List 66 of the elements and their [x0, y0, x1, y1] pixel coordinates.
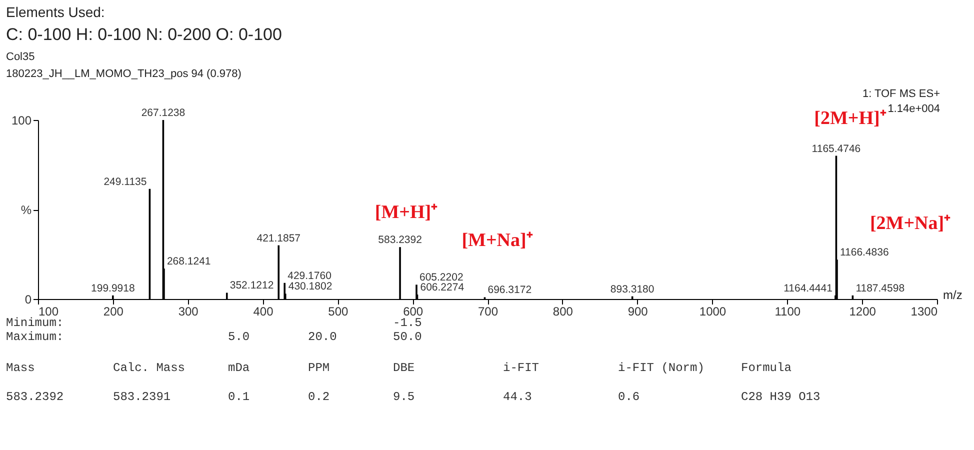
text: i-FIT (Norm)	[618, 361, 704, 375]
text: 9.5	[393, 390, 415, 404]
chart-title: Elements Used:	[6, 4, 105, 20]
x-tick-label: 100	[38, 304, 59, 318]
text: 583.2391	[113, 390, 171, 404]
annotation: 893.3180	[610, 283, 654, 296]
x-tick-label: 700	[478, 304, 498, 318]
text: 0.2	[308, 390, 330, 404]
chart-subtitle: C: 0-100 H: 0-100 N: 0-200 O: 0-100	[6, 25, 282, 44]
text: DBE	[393, 361, 415, 375]
text: Mass	[6, 361, 35, 375]
annotation: 429.1760	[288, 270, 332, 282]
text: i-FIT	[503, 361, 540, 375]
text: 1: TOF MS ES+	[862, 88, 940, 100]
annotation: [2M+Na]⁺	[870, 213, 952, 234]
text: 583.2392	[6, 390, 64, 404]
x-tick-label: 600	[403, 304, 424, 318]
annotation: [M+Na]⁺	[462, 230, 534, 251]
annotation: 267.1238	[141, 107, 186, 119]
text: C28 H39 O13	[741, 390, 820, 404]
annotation: 268.1241	[166, 256, 211, 268]
text: 5.0	[228, 330, 250, 344]
annotation: 1187.4598	[856, 282, 905, 294]
text: Minimum:	[6, 316, 64, 330]
y-tick-label: 100	[11, 114, 32, 128]
text: 44.3	[503, 390, 532, 404]
x-tick-label: 500	[328, 304, 348, 318]
annotation: [M+H]⁺	[374, 202, 438, 223]
text: 20.0	[308, 330, 337, 344]
annotation: 696.3172	[488, 284, 532, 296]
x-axis-title: m/z	[943, 288, 962, 302]
text: mDa	[228, 361, 250, 375]
x-tick-label: 1200	[849, 304, 876, 318]
text: Calc. Mass	[113, 361, 186, 375]
annotation: 430.1802	[288, 280, 332, 293]
annotation: 199.9918	[91, 282, 135, 294]
annotation: 1164.4441	[784, 282, 833, 294]
annotation: 1166.4836	[840, 246, 889, 259]
x-tick-label: 900	[628, 304, 648, 318]
text: PPM	[308, 361, 330, 375]
text: 180223_JH__LM_MOMO_TH23_pos 94 (0.978)	[6, 68, 242, 80]
annotation: [2M+H]⁺	[814, 108, 887, 129]
x-tick-label: 400	[253, 304, 274, 318]
annotation: 583.2392	[378, 234, 422, 246]
x-tick-label: 200	[103, 304, 124, 318]
annotation: 606.2274	[420, 282, 464, 294]
text: 1.14e+004	[888, 103, 940, 115]
y-tick-label: 0	[24, 292, 32, 306]
annotation: 352.1212	[230, 280, 274, 292]
text: 0.1	[228, 390, 250, 404]
text: Col35	[6, 51, 35, 63]
text: Formula	[741, 361, 792, 375]
x-tick-label: 1000	[699, 304, 726, 318]
text: Maximum:	[6, 330, 64, 344]
text: -1.5	[393, 316, 422, 330]
y-tick-label: %	[20, 203, 32, 217]
text: 50.0	[393, 330, 422, 344]
annotation: 421.1857	[256, 232, 301, 244]
x-tick-label: 1100	[774, 304, 801, 318]
x-tick-label: 800	[552, 304, 574, 318]
x-tick-label: 1300	[910, 304, 938, 318]
text: 0.6	[618, 390, 640, 404]
annotation: 1165.4746	[812, 142, 861, 155]
annotation: 605.2202	[419, 272, 464, 284]
x-tick-label: 300	[178, 304, 199, 318]
annotation: 249.1135	[104, 176, 147, 188]
